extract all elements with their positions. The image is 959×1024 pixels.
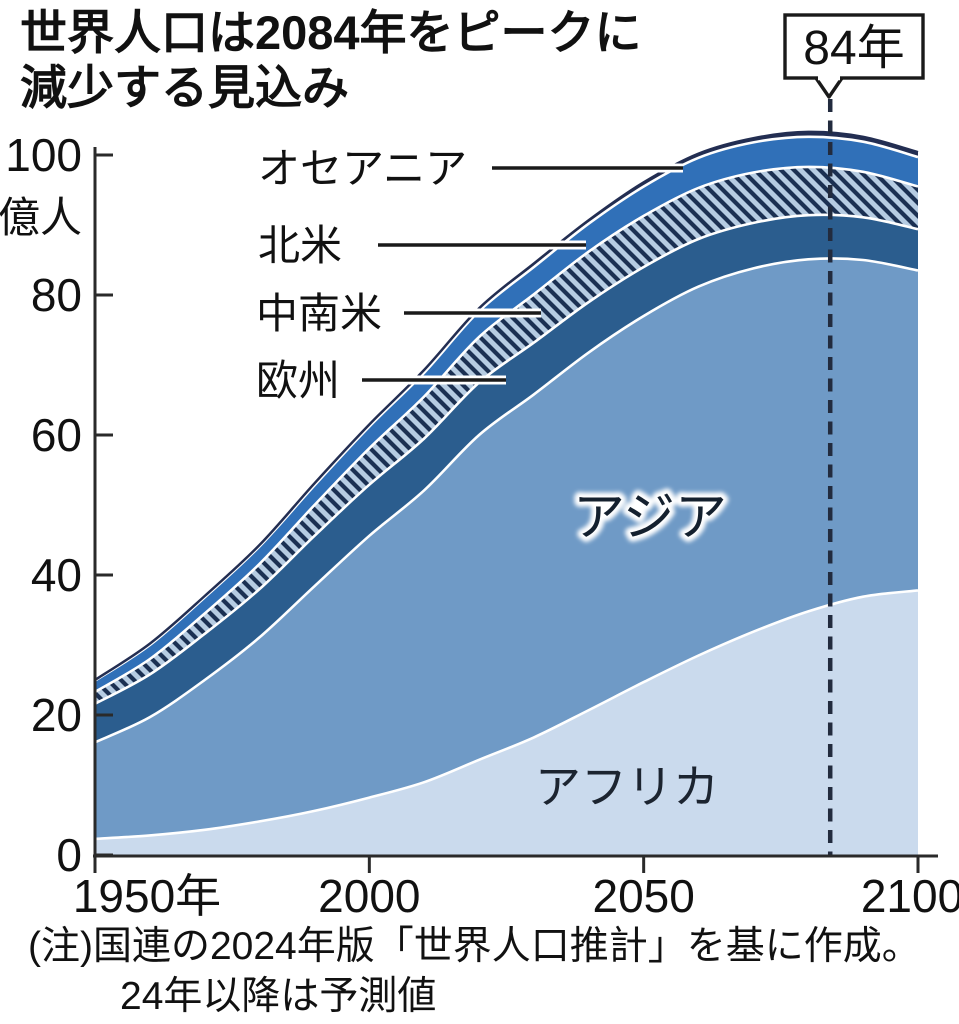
callout-tail bbox=[814, 77, 844, 99]
x-tick-label: 1950年 bbox=[73, 870, 221, 922]
x-tick-label: 2000 bbox=[318, 870, 420, 922]
callout-box bbox=[783, 13, 925, 80]
area-africa bbox=[95, 590, 918, 855]
area-latam bbox=[95, 166, 918, 704]
separator-line bbox=[94, 257, 919, 744]
asia-label: アジア bbox=[573, 489, 727, 547]
asia-label-glow: アジア bbox=[573, 489, 727, 547]
stack-top-edge bbox=[94, 130, 919, 682]
source-note-line2: 24年以降は予測値 bbox=[120, 974, 437, 1018]
axes bbox=[93, 147, 938, 873]
y-tick-label: 0 bbox=[56, 829, 82, 881]
legend-label-northam: 北米 bbox=[258, 222, 342, 269]
area-asia bbox=[95, 258, 918, 839]
separator-line bbox=[94, 213, 919, 705]
chart-title-line2: 減少する見込み bbox=[20, 60, 349, 114]
peak-callout: 84年 bbox=[783, 13, 925, 99]
y-tick-label: 80 bbox=[31, 269, 82, 321]
y-tick-label: 20 bbox=[31, 689, 82, 741]
chart-title: 世界人口は2084年をピークに 減少する見込み bbox=[20, 6, 780, 116]
area-europe bbox=[95, 214, 918, 743]
area-separators bbox=[94, 130, 919, 841]
legend-label-latam: 中南米 bbox=[256, 290, 382, 337]
y-tick-label: 60 bbox=[31, 409, 82, 461]
chart-title-line1: 世界人口は2084年をピークに bbox=[20, 6, 642, 59]
africa-label: アフリカ bbox=[535, 761, 719, 813]
separator-line bbox=[94, 589, 919, 841]
separator-line bbox=[94, 165, 919, 694]
y-tick-label: 40 bbox=[31, 549, 82, 601]
x-tick-label: 2050 bbox=[592, 870, 694, 922]
legend-label-europe: 欧州 bbox=[256, 357, 340, 404]
x-tick-label: 2100 bbox=[861, 870, 959, 922]
tick-labels: 0 20 40 60 80 100 億人 1950年 2000 2050 2100 bbox=[0, 129, 959, 922]
legend-label-oceania: オセアニア bbox=[258, 145, 467, 192]
chart-areas bbox=[95, 131, 918, 855]
callout-label: 84年 bbox=[803, 22, 904, 75]
y-tick-label: 100 bbox=[5, 129, 82, 181]
source-note: (注)国連の2024年版「世界人口推計」を基に作成。 24年以降は予測値 bbox=[28, 922, 958, 1022]
source-note-line1: (注)国連の2024年版「世界人口推計」を基に作成。 bbox=[28, 925, 921, 968]
y-axis-unit-label: 億人 bbox=[0, 194, 82, 241]
